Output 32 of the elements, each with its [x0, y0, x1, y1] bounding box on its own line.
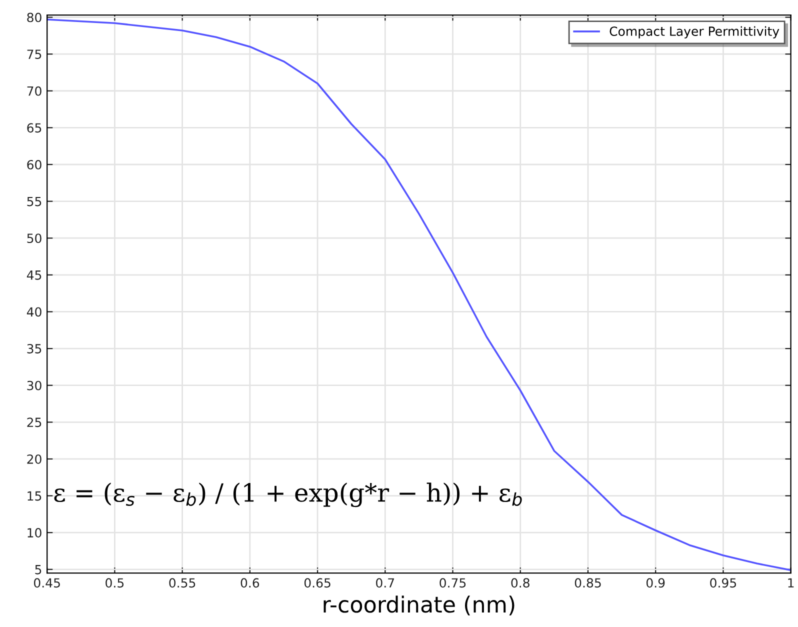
- x-tick-label: 0.45: [34, 578, 60, 588]
- annotation: ε = (ε$_{s}$ − ε$_{b}$) / (1 + exp(g*r − h)) + ε$_{b}$: [54, 482, 522, 508]
- y-tick-label: 60: [27, 160, 42, 170]
- x-tick-label: 0.95: [710, 578, 736, 588]
- y-tick-label: 10: [28, 528, 42, 538]
- y-tick-label: 15: [28, 491, 42, 501]
- x-tick-label: 0.85: [574, 578, 601, 588]
- y-tick-label: 35: [27, 344, 42, 354]
- y-tick-label: 50: [27, 234, 42, 244]
- x-axis-title: r-coordinate (nm): [324, 596, 514, 616]
- y-tick-label: 55: [27, 196, 42, 206]
- x-tick-label: 0.9: [646, 578, 665, 588]
- y-tick-label: 80: [27, 12, 42, 22]
- y-tick-label: 20: [27, 454, 42, 464]
- x-tick-label: 1: [788, 578, 794, 588]
- x-tick-label: 0.8: [511, 578, 530, 588]
- x-tick-label: 0.5: [106, 578, 124, 588]
- x-tick-label: 0.75: [440, 578, 466, 588]
- y-tick-label: 25: [27, 418, 42, 428]
- y-tick-label: 45: [26, 270, 42, 280]
- x-tick-label: 0.55: [169, 578, 196, 588]
- x-tick-label: 0.7: [376, 578, 394, 588]
- x-tick-label: 0.65: [304, 578, 330, 588]
- y-tick-label: 75: [27, 50, 42, 59]
- y-tick-label: 30: [27, 380, 42, 390]
- legend-label: Compact Layer Permittivity: [610, 26, 780, 38]
- y-tick-label: 40: [26, 307, 42, 317]
- line-series: [47, 18, 791, 572]
- x-tick-label: 0.6: [240, 578, 260, 588]
- y-tick-label: 70: [27, 86, 42, 96]
- y-tick-label: 65: [27, 123, 42, 133]
- y-tick-label: 5: [35, 565, 42, 574]
